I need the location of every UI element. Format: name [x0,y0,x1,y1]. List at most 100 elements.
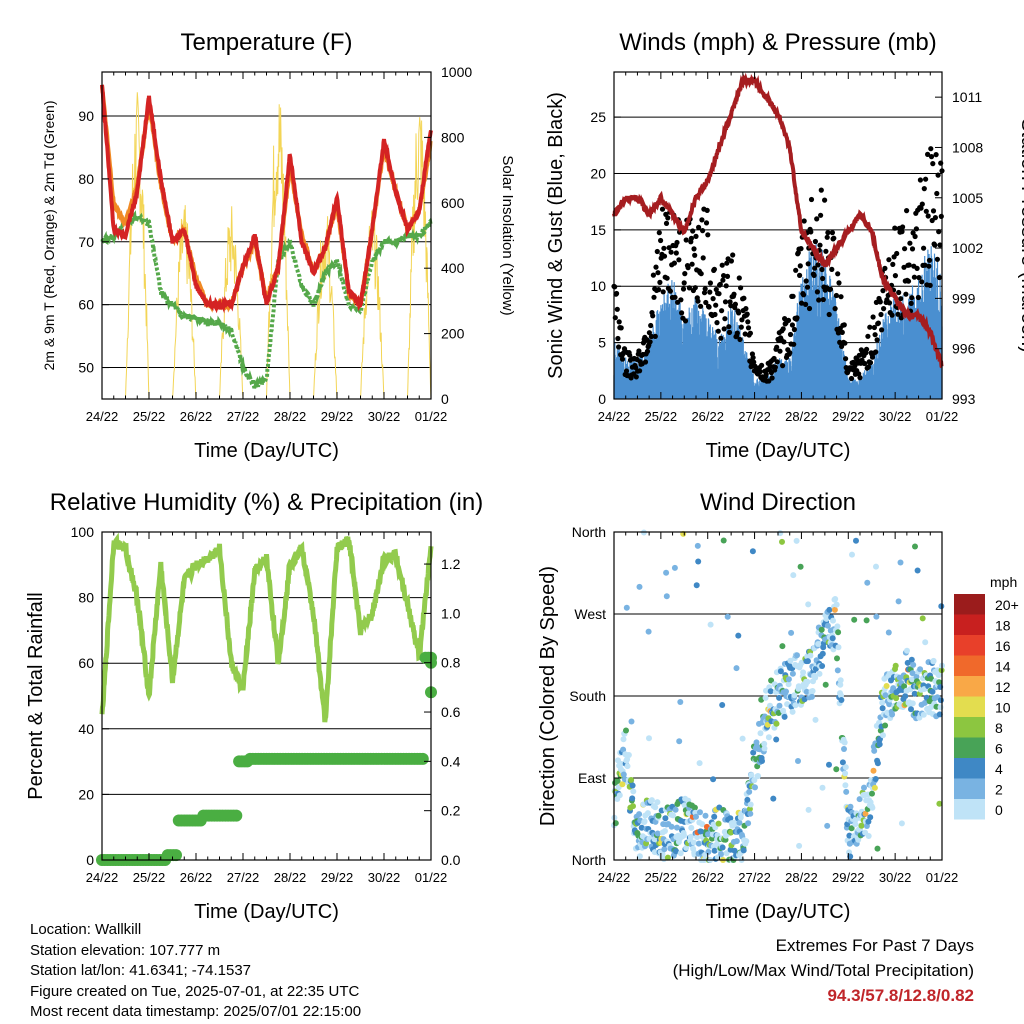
humidity-y-tick-label-right: 0.8 [441,655,461,671]
gust-point [734,330,740,336]
direction-point [693,582,700,589]
gust-point [619,356,626,362]
direction-point [715,820,722,827]
gust-point [728,258,735,264]
gust-point [715,328,721,334]
direction-point [872,776,879,782]
direction-point [856,796,863,803]
gust-point [722,299,729,305]
station-latlon: Station lat/lon: 41.6341; -74.1537 [30,962,252,979]
gust-point [648,322,654,329]
direction-point [670,812,676,819]
gust-point [652,333,658,339]
gust-point [925,213,931,219]
humidity-y-tick-label: 0 [86,852,94,868]
gust-point [738,324,744,330]
humidity-y-tick-label-right: 0.0 [441,852,461,868]
gust-point [623,368,630,374]
gust-point [831,235,837,241]
gust-point [935,172,941,178]
direction-point [795,758,801,764]
direction-point [893,695,900,702]
direction-point [917,666,924,673]
gust-point [772,364,779,370]
series-2m-td [100,207,433,390]
gust-point [672,294,678,300]
gust-point [934,256,941,262]
gust-point [633,374,639,380]
direction-point [759,758,765,764]
direction-point [908,656,915,663]
legend-label: 2 [995,782,1003,798]
direction-point [852,821,859,828]
humidity-x-tick-label: 28/22 [274,870,307,885]
gust-point [857,375,863,381]
direction-point [789,670,796,677]
direction-point [788,629,795,636]
gust-point [656,287,662,293]
gust-point [814,289,821,295]
gust-point [930,161,936,167]
direction-point [783,688,789,695]
direction-point [787,657,794,664]
direction-point [843,788,850,795]
temperature-x-tick-label: 01/22 [415,409,448,424]
direction-point [920,711,927,718]
direction-point [807,652,814,659]
gust-point [612,284,618,290]
humidity-x-tick-label: 29/22 [321,870,354,885]
temperature-y-tick-label-right: 0 [441,391,449,407]
direction-point [618,760,625,767]
legend-label: 14 [995,659,1011,675]
direction-point [797,563,804,570]
gust-point [921,245,927,251]
gust-point [914,265,920,271]
gust-point [879,327,885,333]
gust-point [835,271,841,277]
gust-point [919,279,925,285]
direction-point [683,844,690,851]
direction-point [837,681,844,688]
gust-point [794,315,800,321]
gust-point [718,335,724,341]
gust-point [892,225,898,231]
direction-point [620,771,627,778]
direction-point [623,604,630,611]
series-relative-humidity [99,532,434,723]
direction-point [705,831,711,838]
temperature-x-tick-label: 27/22 [227,409,260,424]
winds-y-tick-label-right: 1005 [952,190,983,206]
direction-point [880,732,886,739]
direction-point [694,542,701,549]
direction-point [869,790,875,797]
gust-point [839,343,845,349]
direction-point [862,810,869,817]
gust-point [664,275,670,281]
direction-point [791,692,798,699]
gust-point [880,288,886,294]
direction-point [883,683,890,689]
direction-point [938,603,945,610]
direction-point [663,593,670,600]
direction-point [800,669,807,676]
direction-point [655,812,662,819]
direction-point [727,815,734,822]
gust-point [724,260,730,266]
direction-point [688,824,695,831]
gust-point [808,196,815,203]
gust-point [719,262,725,268]
gust-point [865,333,871,339]
gust-point [877,299,883,305]
gust-point [804,284,811,290]
temperature-ylabel-left: 2m & 9m T (Red, Orange) & 2m Td (Green) [41,101,57,371]
direction-point [645,628,652,635]
direction-point [695,840,702,847]
gust-point [700,228,706,234]
direction-point [744,796,751,803]
gust-point [825,230,831,236]
gust-point [936,274,943,281]
gust-point [911,274,918,280]
direction-x-tick-label: 28/22 [785,870,818,885]
legend-label: 16 [995,638,1011,654]
winds-x-tick-label: 26/22 [691,409,724,424]
